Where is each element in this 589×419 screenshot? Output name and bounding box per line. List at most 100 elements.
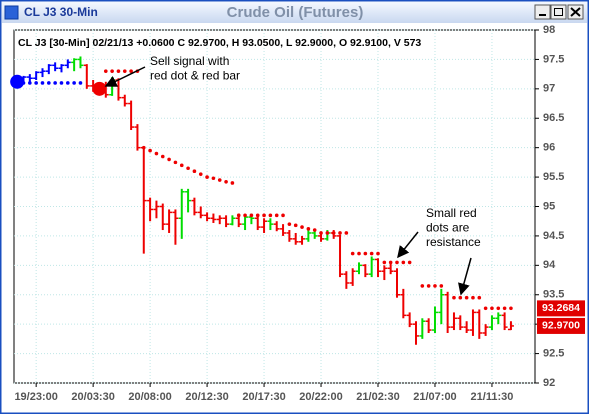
minimize-button[interactable]: [534, 4, 551, 20]
stop-dot: [21, 81, 26, 85]
stop-dot: [293, 223, 298, 228]
arrow: [458, 257, 472, 296]
stop-dot: [312, 228, 317, 232]
y-tick-label: 92.5: [543, 347, 564, 359]
stop-dot: [300, 225, 304, 229]
stop-dot: [34, 81, 38, 85]
price-bar: [77, 56, 84, 69]
stop-dot: [211, 176, 216, 181]
stop-dot: [47, 81, 51, 85]
x-tick-label: 20/17:30: [242, 391, 285, 403]
stop-dot: [306, 227, 311, 231]
stop-dot: [230, 181, 235, 185]
y-tick-label: 94: [543, 259, 556, 271]
x-tick-label: 21/11:30: [471, 391, 514, 403]
price-label-box: [537, 317, 585, 334]
stop-dot: [319, 231, 323, 235]
x-tick-label: 20/22:00: [299, 391, 342, 403]
stop-dot: [433, 284, 437, 288]
y-tick-label: 93.5: [543, 289, 564, 301]
stop-dot: [496, 306, 501, 311]
price-bar: [450, 312, 457, 331]
stop-dot: [401, 260, 406, 265]
price-bar: [210, 213, 217, 223]
window-icon: [4, 5, 19, 20]
price-bar: [172, 209, 179, 245]
stop-dot: [59, 81, 64, 85]
stop-dot: [249, 213, 254, 218]
price-bar: [191, 197, 198, 216]
chart-subtitle: CL J3 [30-Min] 02/21/13 +0.0600 C 92.970…: [18, 37, 421, 49]
stop-dot: [141, 145, 146, 150]
stop-dot: [382, 260, 387, 265]
stop-dot: [116, 69, 121, 73]
stop-dot: [255, 213, 260, 218]
price-bar: [299, 235, 306, 245]
stop-dot: [78, 81, 83, 85]
price-bar: [178, 188, 185, 239]
stop-dot: [357, 251, 361, 256]
y-tick-label: 96.5: [543, 112, 564, 124]
window-buttons[interactable]: [534, 4, 584, 20]
stop-dot: [426, 284, 431, 288]
stop-dot: [338, 231, 342, 235]
price-bar: [400, 288, 407, 319]
stop-dot: [268, 213, 273, 218]
close-icon: [570, 7, 581, 17]
price-bar: [185, 188, 192, 213]
stop-dot: [129, 69, 133, 73]
stop-dot: [179, 163, 184, 168]
x-tick-label: 19/23:00: [14, 391, 57, 403]
stop-dot: [471, 295, 475, 300]
price-bar: [476, 309, 483, 339]
price-bar: [197, 206, 204, 219]
price-bar: [261, 218, 268, 233]
stop-dot: [452, 295, 456, 300]
stop-dot: [205, 175, 209, 179]
price-bar: [438, 288, 445, 325]
price-bar: [39, 68, 46, 78]
price-bar: [381, 265, 388, 281]
price-bar: [83, 64, 90, 89]
price-bar: [254, 215, 261, 231]
stop-dot: [110, 69, 114, 73]
price-bar: [406, 312, 413, 328]
x-tick-label: 21/02:30: [356, 391, 399, 403]
price-bar: [147, 197, 154, 222]
price-bar: [375, 258, 382, 278]
price-bar: [134, 124, 141, 151]
stop-dot: [243, 213, 247, 218]
price-bar: [159, 203, 166, 231]
x-tick-label: 20/08:00: [128, 391, 171, 403]
stop-dot: [192, 169, 197, 173]
price-bar: [128, 100, 135, 131]
y-tick-label: 92: [543, 377, 555, 389]
window-title: CL J3 30-Min: [24, 5, 98, 19]
maximize-button[interactable]: [550, 4, 567, 20]
price-bar: [33, 71, 40, 81]
price-bar: [356, 262, 363, 275]
price-bar: [412, 321, 419, 345]
price-bar: [121, 94, 128, 107]
y-tick-label: 95: [543, 200, 555, 212]
price-bar: [425, 318, 432, 333]
stop-dot: [477, 295, 482, 300]
stop-dot: [502, 306, 507, 311]
stop-dot: [160, 154, 165, 159]
annotation-arrows: [104, 66, 472, 296]
price-bar: [286, 230, 293, 242]
price-bar: [166, 209, 173, 233]
price-bar: [501, 312, 508, 331]
stop-dot: [186, 166, 190, 171]
price-bar: [488, 315, 495, 331]
title-bar: [2, 2, 587, 23]
arrow: [397, 231, 419, 259]
stop-dot: [369, 251, 374, 256]
price-bar: [343, 271, 350, 289]
arrow: [104, 66, 146, 87]
stop-dot: [287, 222, 292, 226]
price-bar: [216, 215, 223, 225]
x-tick-label: 20/03:30: [71, 391, 114, 403]
